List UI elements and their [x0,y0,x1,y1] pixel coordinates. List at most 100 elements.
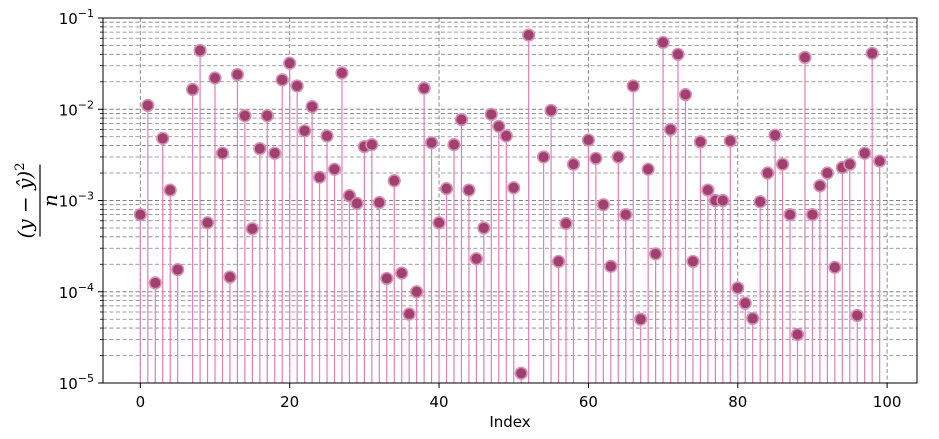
stem-marker [611,150,625,164]
stem-marker [342,189,357,203]
stem-marker [320,129,334,143]
stem-marker [327,162,342,176]
stem-marker [200,216,215,230]
stem-marker [238,109,252,123]
stem-marker [738,296,752,310]
x-tick-label: 20 [280,393,299,411]
y-axis-label: (y − ŷ)2n [13,163,62,239]
stem-marker [484,107,498,121]
stem-marker [275,73,289,87]
stem-marker [395,266,409,280]
stem-marker [656,35,670,50]
stem-marker [365,137,379,152]
stem-marker [462,183,476,197]
stem-marker [678,87,693,102]
stem-marker [537,150,551,164]
stem-marker [305,99,319,114]
stem-marker [230,67,245,82]
stem-marker [723,134,737,148]
stem-marker [417,81,431,95]
stem-marker [604,259,618,273]
x-tick-label: 100 [873,393,902,411]
stem-marker [290,79,304,93]
stem-marker [283,56,297,70]
stem-marker [514,366,528,380]
stem-marker [469,252,483,266]
stem-marker [186,82,200,97]
stem-marker [223,270,237,284]
stem-marker [663,122,678,137]
stem-marker [551,254,566,269]
stem-marker [492,119,506,133]
stem-marker [424,136,439,150]
stem-marker [215,146,230,160]
y-tick-label: 10−1 [59,7,94,28]
stem-marker [350,196,364,210]
stem-marker [716,193,730,208]
stem-marker [775,157,790,171]
y-label-denominator: n [38,194,62,207]
stem-marker [410,285,424,299]
stem-marker [634,312,648,326]
stem-marker [544,103,558,118]
y-tick-label: 10−2 [59,98,94,119]
stem-marker [686,254,700,269]
stem-marker [850,308,864,323]
grid-lines [103,17,917,384]
stem-marker [619,208,633,222]
stem-marker [641,162,655,176]
y-tick-label: 10−4 [59,281,94,302]
stem-marker [798,50,812,65]
stem-marker [589,151,603,165]
x-axis-ticks: 0 20 40 60 80 100 [136,383,902,411]
y-tick-label: 10−5 [59,372,94,393]
stem-marker [193,43,207,58]
y-axis-ticks: 10−5 10−4 10−3 10−2 10−1 [59,7,103,393]
x-tick-label: 60 [579,393,598,411]
stem-marker [432,216,446,230]
stem-marker [156,131,170,145]
stem-marker [439,182,454,196]
stem-marker [133,208,147,222]
stem-marker [507,181,521,195]
stem-marker [873,154,887,168]
y-label-numerator: (y − ŷ)2 [13,163,37,239]
stem-marker [753,195,767,209]
stem-marker [701,183,715,197]
stem-marker [581,133,596,147]
stem-marker [245,222,259,236]
stem-marker [828,260,842,274]
stem-marker [820,166,834,180]
stem-marker [454,113,469,127]
stem-marker [813,179,827,193]
stem-markers [133,28,887,380]
stem-marker [731,281,745,295]
stem-marker [312,170,327,184]
stem-marker [268,146,282,160]
stem-marker [858,146,872,160]
stem-marker [790,327,805,342]
stem-marker [805,208,820,222]
stem-marker [865,46,879,60]
stem-marker [298,124,312,138]
stem-marker [596,198,610,212]
stem-marker [387,174,401,188]
x-tick-label: 80 [728,393,747,411]
stem-marker [260,109,274,123]
stem-marker [522,28,536,42]
stem-marker [402,307,416,321]
stem-marker [626,79,640,93]
x-tick-label: 0 [136,393,146,411]
stem-lines [139,35,881,383]
stem-marker [693,135,708,149]
x-tick-label: 40 [430,393,449,411]
stem-marker [148,276,162,290]
stem-marker [783,208,797,222]
stem-marker [761,166,775,180]
stem-marker [335,66,349,80]
stem-marker [477,221,491,235]
stem-marker [380,271,394,286]
x-axis-label: Index [489,413,530,431]
stem-marker [171,262,185,277]
